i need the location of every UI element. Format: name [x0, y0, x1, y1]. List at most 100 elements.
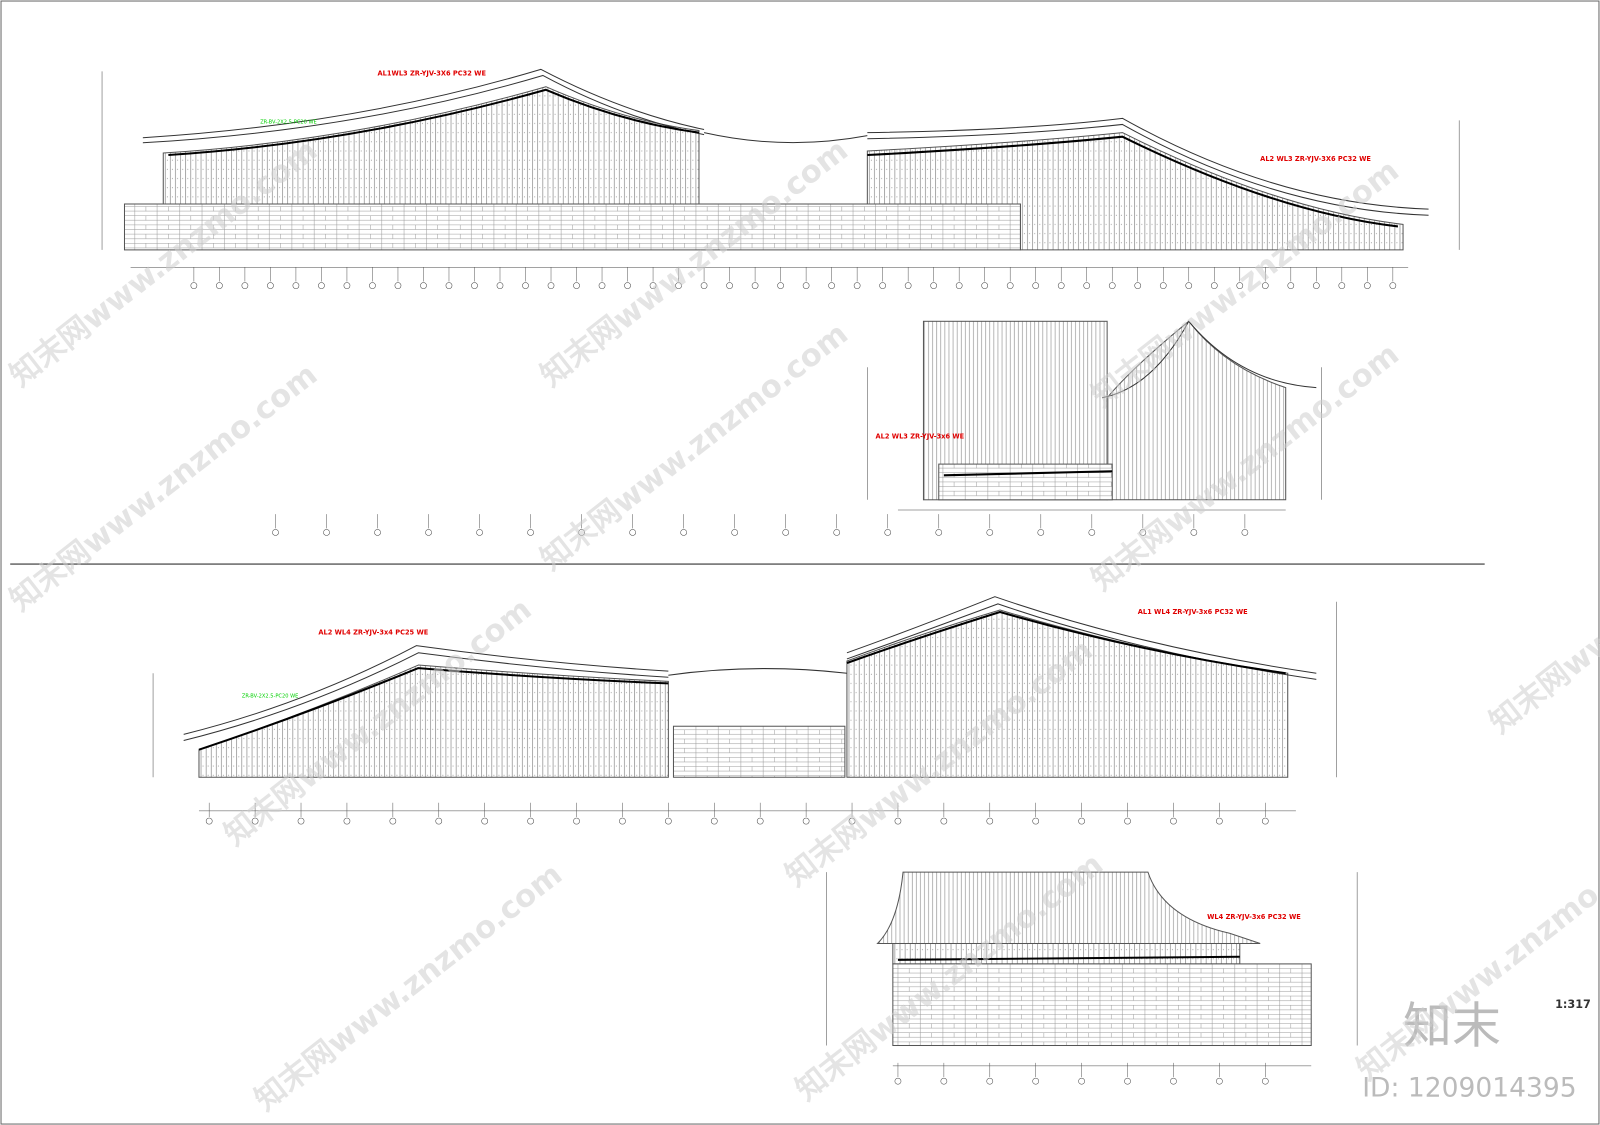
axis-bubble: [782, 529, 790, 536]
axis-bubble: [267, 282, 274, 289]
axis-bubble: [205, 817, 213, 825]
axis-bubble: [1134, 282, 1142, 289]
axis-bubble: [935, 529, 943, 536]
axis-bubble: [343, 282, 351, 289]
axis-bubble: [930, 282, 937, 289]
scale: 1:317: [1555, 998, 1591, 1011]
axis-bubble: [547, 282, 555, 289]
axis-bubble: [777, 282, 784, 289]
axis-bubble: [522, 282, 529, 289]
axis-bubble: [190, 282, 198, 289]
axis-bubble: [1088, 529, 1096, 536]
cable-label: AL1 WL4 ZR-YJV-3x6 PC32 WE: [1138, 608, 1248, 616]
axis-bubble: [1261, 282, 1269, 289]
axis-bubble: [292, 282, 300, 289]
axis-bubble: [624, 282, 631, 289]
axis-bubble: [986, 1077, 994, 1085]
axis-bubble: [471, 282, 478, 289]
axis-markers: [190, 267, 1397, 1085]
axis-bubble: [527, 529, 534, 536]
axis-bubble: [1210, 282, 1218, 289]
axis-bubble: [828, 282, 835, 289]
wire-label: ZR-BV-2X2.5-PC20 WE: [260, 119, 317, 125]
axis-bubble: [981, 282, 989, 289]
axis-bubble: [756, 817, 764, 825]
axis-bubble: [496, 282, 504, 289]
axis-bubble: [1236, 282, 1244, 289]
axis-bubble: [884, 529, 892, 536]
axis-bubble: [527, 817, 534, 825]
axis-bubble: [940, 1077, 948, 1085]
axis-bubble: [665, 817, 672, 825]
axis-bubble: [710, 817, 718, 825]
axis-bubble: [598, 282, 606, 289]
axis-bubble: [1287, 282, 1295, 289]
axis-bubble: [853, 282, 861, 289]
axis-bubble: [879, 282, 886, 289]
axis-bubble: [318, 282, 325, 289]
axis-bubble: [1078, 817, 1085, 825]
axis-bubble: [343, 817, 351, 825]
axis-bubble: [323, 529, 330, 536]
axis-bubble: [802, 817, 810, 825]
axis-bubble: [476, 529, 483, 536]
axis-bubble: [241, 282, 249, 289]
axis-bubble: [894, 817, 902, 825]
elevation-4: [826, 871, 1358, 1067]
elevation-3: [152, 596, 1337, 812]
axis-bubble: [573, 282, 580, 289]
axis-bubble: [629, 529, 636, 536]
axis-bubble: [1124, 1077, 1131, 1085]
axis-bubble: [578, 529, 585, 536]
cable-label: AL2 WL3 ZR-YJV-3x6 WE: [876, 433, 965, 441]
axis-bubble: [425, 529, 432, 536]
axis-bubble: [1170, 817, 1177, 825]
axis-bubble: [904, 282, 912, 289]
axis-bubble: [435, 817, 443, 825]
axis-bubble: [675, 282, 682, 289]
axis-bubble: [573, 817, 580, 825]
axis-bubble: [1190, 529, 1198, 536]
axis-bubble: [272, 529, 279, 536]
axis-bubble: [1241, 529, 1249, 536]
axis-bubble: [1261, 1077, 1269, 1085]
axis-bubble: [297, 817, 305, 825]
axis-bubble: [955, 282, 963, 289]
axis-bubble: [986, 529, 994, 536]
axis-bubble: [1057, 282, 1065, 289]
axis-bubble: [700, 282, 708, 289]
axis-bubble: [1216, 1077, 1223, 1085]
axis-bubble: [481, 817, 489, 825]
axis-bubble: [731, 529, 739, 536]
cable-label: WL4 ZR-YJV-3x6 PC32 WE: [1207, 913, 1301, 921]
axis-bubble: [369, 282, 376, 289]
axis-bubble: [1078, 1077, 1085, 1085]
axis-bubble: [1159, 282, 1167, 289]
axis-bubble: [1037, 529, 1045, 536]
wire-label: ZR-BV-2X2.5-PC20 WE: [242, 694, 299, 700]
cable-label: AL1WL3 ZR-YJV-3X6 PC32 WE: [378, 69, 487, 77]
axis-bubble: [1032, 282, 1040, 289]
axis-bubble: [751, 282, 759, 289]
axis-bubble: [619, 817, 626, 825]
axis-bubble: [1389, 282, 1397, 289]
axis-bubble: [374, 529, 381, 536]
axis-bubble: [848, 817, 856, 825]
watermark: 知末网www.znzmo.com: [1483, 480, 1600, 741]
axis-bubble: [940, 817, 948, 825]
cable-label: AL2 WL3 ZR-YJV-3X6 PC32 WE: [1260, 155, 1371, 163]
axis-bubble: [389, 817, 397, 825]
axis-bubble: [986, 817, 994, 825]
axis-bubble: [1216, 817, 1223, 825]
axis-bubble: [251, 817, 259, 825]
id: ID: 1209014395: [1362, 1073, 1576, 1104]
axis-bubble: [894, 1077, 902, 1085]
axis-bubble: [1108, 282, 1116, 289]
axis-bubble: [833, 529, 841, 536]
elevation-1: [101, 68, 1460, 268]
axis-bubble: [445, 282, 453, 289]
axis-bubble: [680, 529, 687, 536]
brand: 知末: [1403, 997, 1501, 1054]
